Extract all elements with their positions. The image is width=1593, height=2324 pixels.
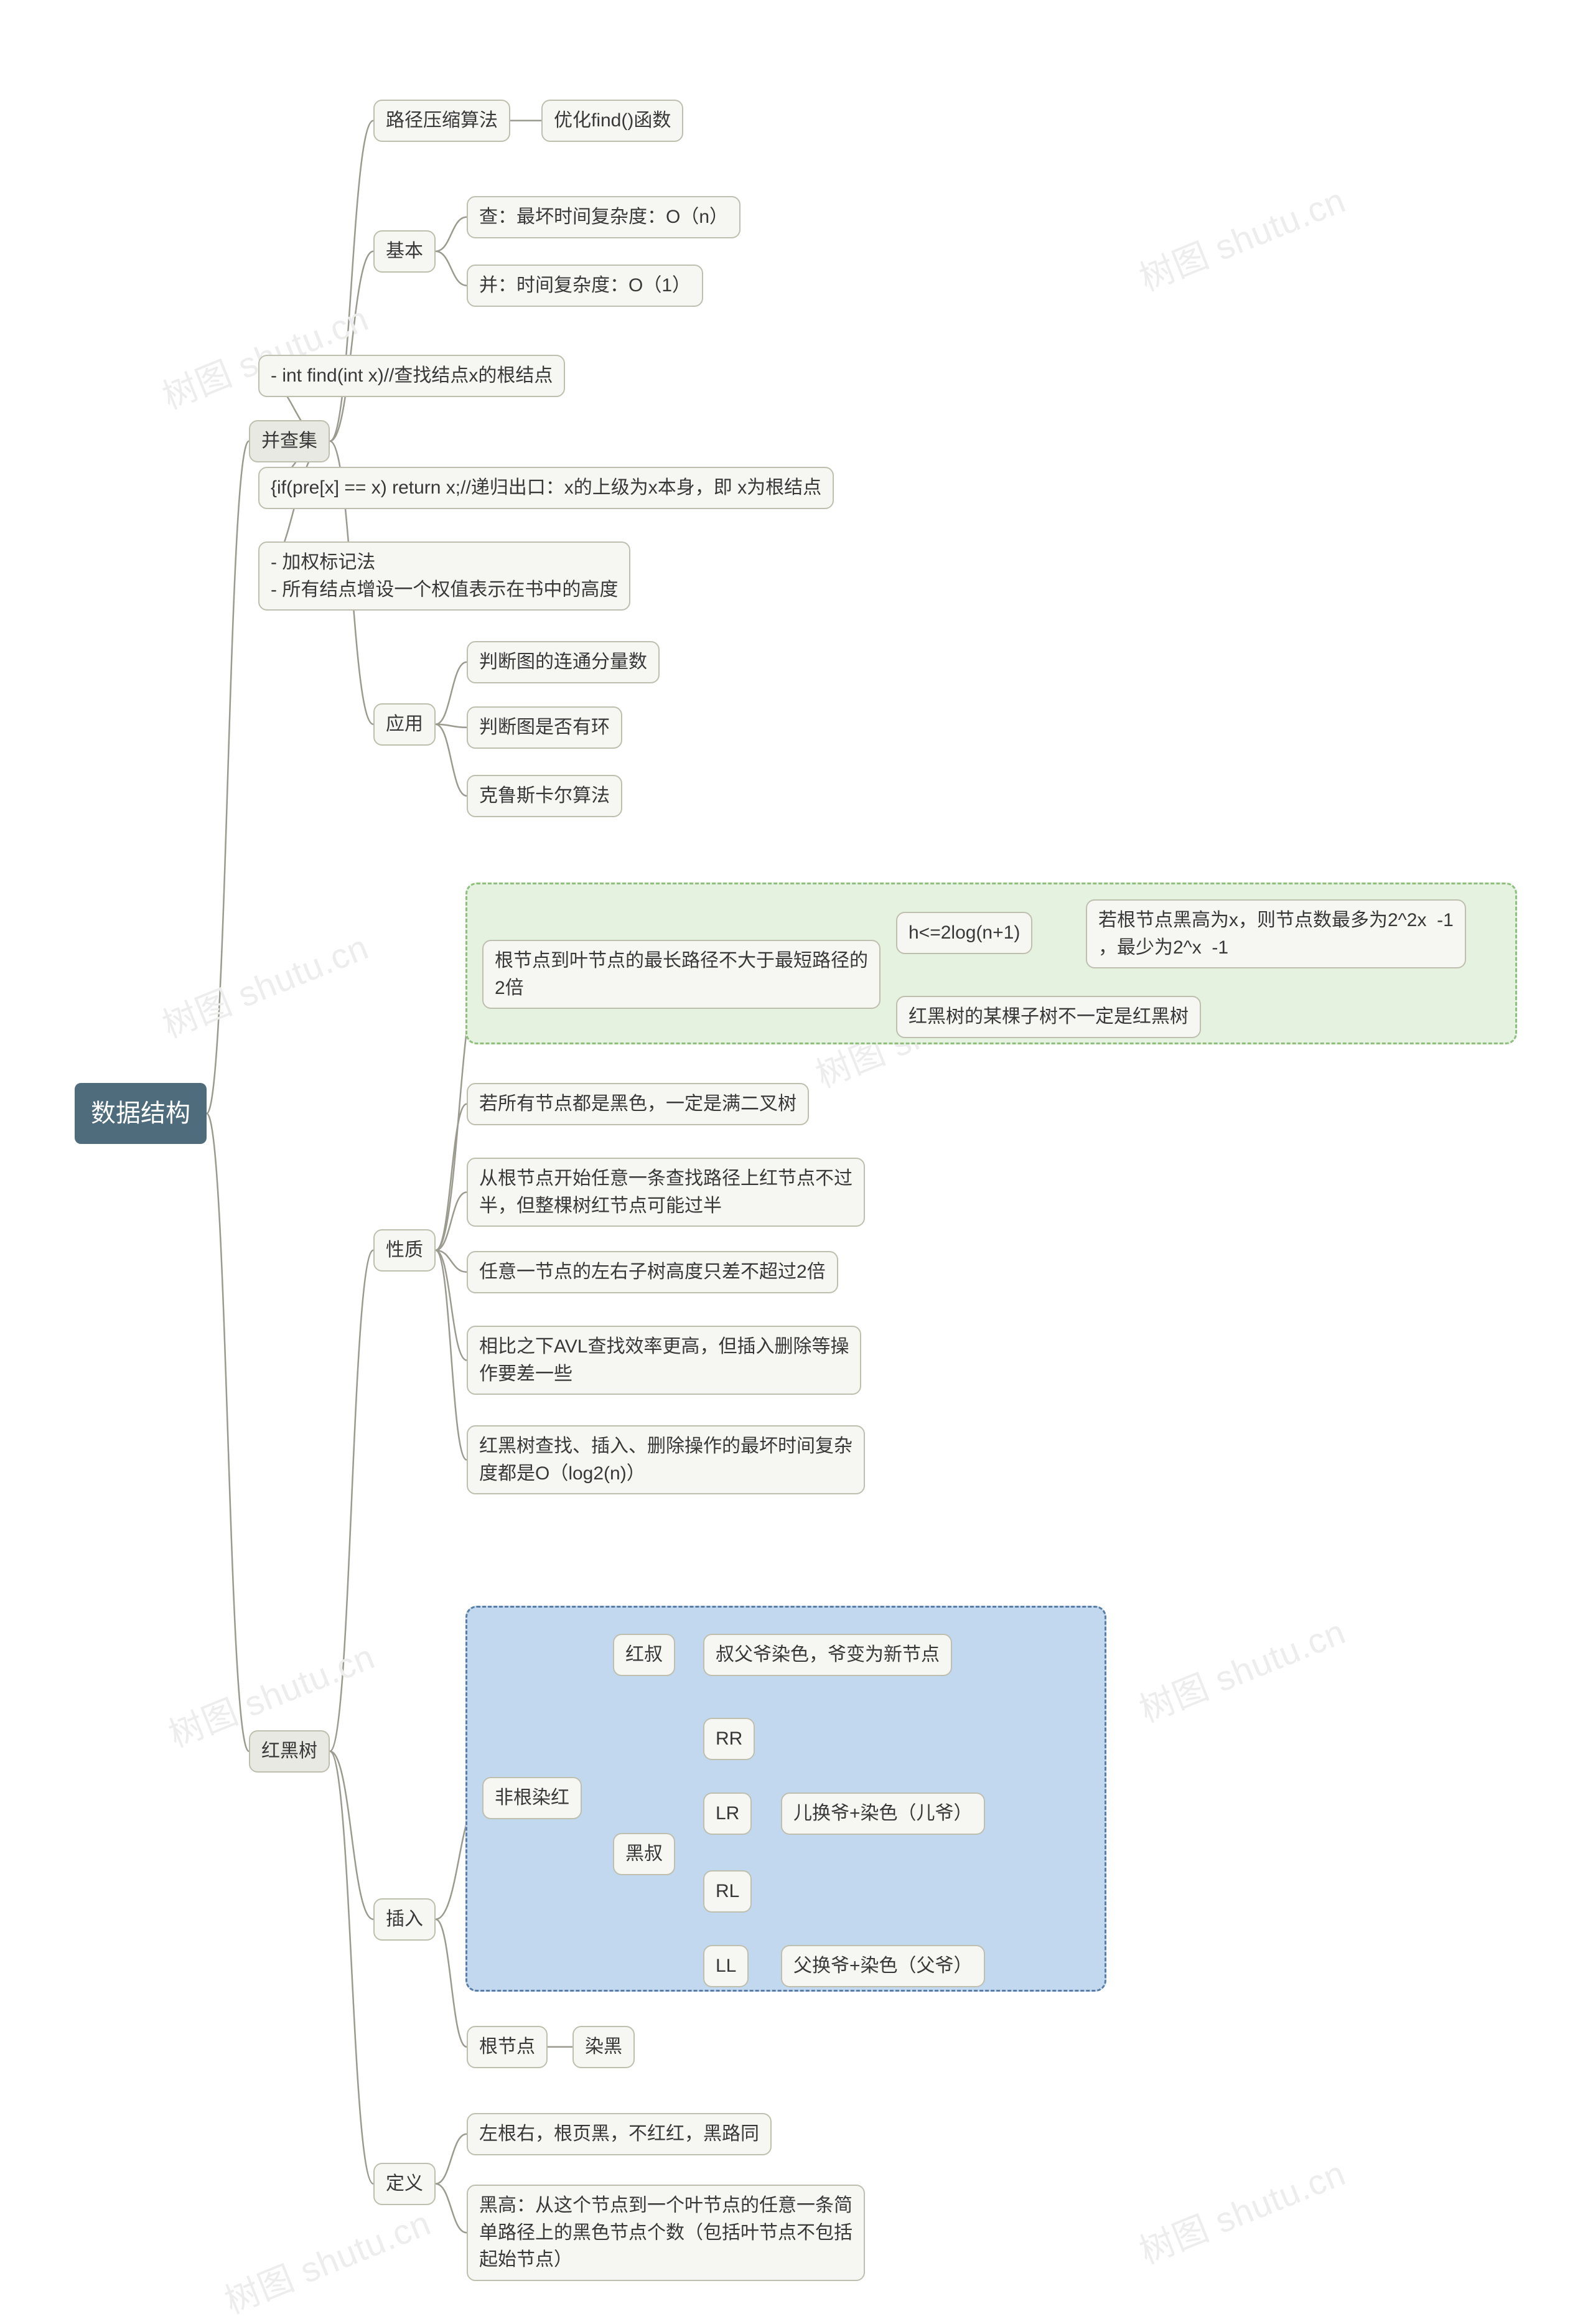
connector [436,217,467,251]
node-rbt-p2: 若所有节点都是黑色，一定是满二叉树 [467,1083,809,1125]
node-rbt-i: 插入 [373,1898,436,1941]
connector [436,2184,467,2233]
node-rbt-i1b1: RR [703,1718,755,1760]
node-rbt-i2: 根节点 [467,2026,548,2068]
node-bcj-f1: 判断图的连通分量数 [467,641,660,683]
connector [436,1104,467,1250]
node-rbt-i1a1: 叔父爷染色，爷变为新节点 [703,1634,952,1676]
watermark: 树图 shutu.cn [217,2195,437,2323]
connector [330,1751,373,1919]
node-rbt-i1b2a: 儿换爷+染色（儿爷） [781,1792,985,1835]
node-bcj-a1: 优化find()函数 [541,100,683,142]
connector [436,1919,467,2047]
connector [330,251,373,441]
node-rbt-p3: 从根节点开始任意一条查找路径上红节点不过 半，但整棵树红节点可能过半 [467,1158,865,1227]
connector [436,1250,467,1272]
connector [436,724,467,796]
connector [436,251,467,286]
node-rbt-p: 性质 [373,1229,436,1272]
node-rbt-i1b2: LR [703,1792,752,1835]
node-bcj-f2: 判断图是否有环 [467,706,622,749]
node-rbt-i1b3: RL [703,1870,752,1913]
watermark: 树图 shutu.cn [1131,1604,1352,1732]
node-rbt-i1b4a: 父换爷+染色（父爷） [781,1945,985,1987]
node-rbt-i1: 非根染红 [482,1777,582,1819]
connector [436,2134,467,2184]
node-rbt-i1a: 红叔 [613,1634,675,1676]
connector [330,1751,373,2184]
connector [330,1250,373,1751]
node-root: 数据结构 [75,1083,207,1144]
node-rbt-p4: 任意一节点的左右子树高度只差不超过2倍 [467,1251,838,1293]
node-bcj: 并查集 [249,420,330,462]
connector [207,1113,249,1751]
connector [436,724,467,728]
node-rbt-p6: 红黑树查找、插入、删除操作的最坏时间复杂 度都是O（log2(n)） [467,1425,865,1494]
node-rbt-d2: 黑高：从这个节点到一个叶节点的任意一条简 单路径上的黑色节点个数（包括叶节点不包… [467,2185,865,2281]
node-bcj-b: 基本 [373,230,436,273]
node-bcj-c: - int find(int x)//查找结点x的根结点 [258,355,565,397]
node-rbt-d: 定义 [373,2163,436,2205]
node-bcj-b2: 并：时间复杂度：O（1） [467,265,703,307]
node-rbt-i1b4: LL [703,1945,749,1987]
node-bcj-f: 应用 [373,703,436,746]
connector [436,1250,467,1460]
connector [436,1192,467,1250]
node-bcj-a: 路径压缩算法 [373,100,510,142]
watermark: 树图 shutu.cn [1131,2145,1352,2274]
node-rbt-i1b: 黑叔 [613,1833,675,1875]
node-bcj-b1: 查：最坏时间复杂度：O（n） [467,196,740,238]
node-rbt-i2a: 染黑 [572,2026,635,2068]
node-rbt-p5: 相比之下AVL查找效率更高，但插入删除等操 作要差一些 [467,1326,861,1395]
connector [436,662,467,724]
node-rbt: 红黑树 [249,1730,330,1773]
connector [436,1250,467,1361]
node-bcj-e: - 加权标记法 - 所有结点增设一个权值表示在书中的高度 [258,541,630,611]
node-bcj-f3: 克鲁斯卡尔算法 [467,775,622,817]
node-rbt-p1a1: 若根节点黑高为x，则节点数最多为2^2x -1 ，最少为2^x -1 [1086,899,1466,968]
node-rbt-p1b: 红黑树的某棵子树不一定是红黑树 [896,996,1201,1038]
node-rbt-p1: 根节点到叶节点的最长路径不大于最短路径的 2倍 [482,940,881,1009]
watermark: 树图 shutu.cn [1131,172,1352,301]
watermark: 树图 shutu.cn [154,919,375,1047]
connector [207,441,249,1113]
node-rbt-d1: 左根右，根页黑，不红红，黑路同 [467,2113,772,2155]
node-rbt-p1a: h<=2log(n+1) [896,912,1032,954]
node-bcj-d: {if(pre[x] == x) return x;//递归出口：x的上级为x本… [258,467,834,509]
